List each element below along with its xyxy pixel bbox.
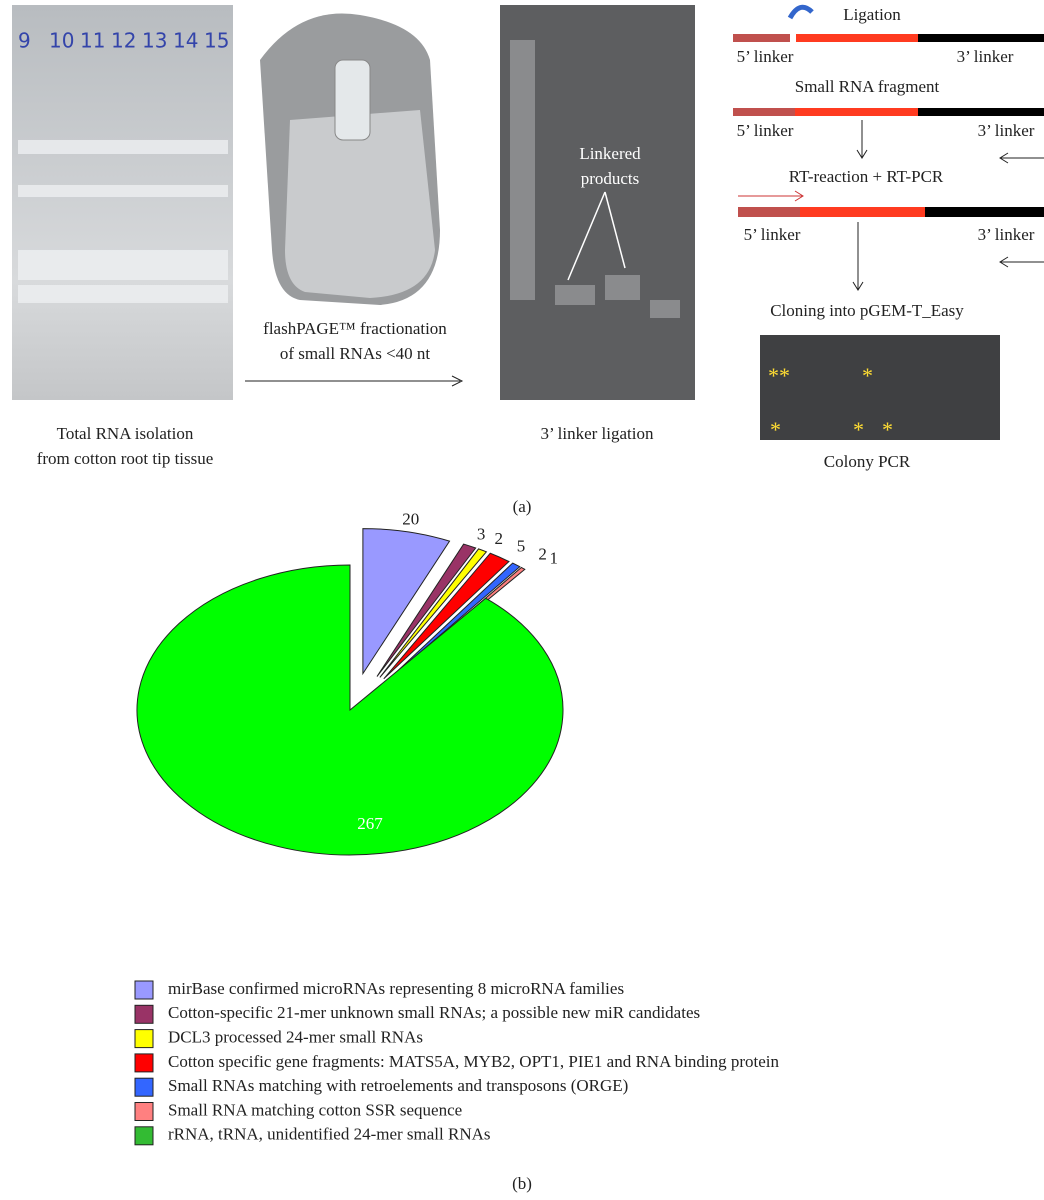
legend-label: rRNA, tRNA, unidentified 24-mer small RN… bbox=[168, 1125, 491, 1144]
svg-text:*: * bbox=[862, 363, 873, 388]
arrow-head bbox=[451, 375, 464, 387]
legend-swatch bbox=[134, 1053, 154, 1073]
label: Cloning into pGEM-T_Easy bbox=[770, 301, 964, 320]
data-label: 3 bbox=[477, 524, 486, 543]
svg-text:*: * bbox=[770, 417, 781, 442]
lane-label: 10 bbox=[49, 29, 74, 53]
lane-label: 12 bbox=[111, 29, 136, 53]
svg-text:*: * bbox=[853, 417, 864, 442]
label: Small RNA fragment bbox=[795, 77, 940, 96]
gel-bands bbox=[18, 140, 228, 303]
pie-slice bbox=[379, 548, 488, 678]
linker-diagram bbox=[733, 4, 1044, 291]
lane-label: 15 bbox=[204, 29, 229, 53]
caption: from cotton root tip tissue bbox=[37, 449, 214, 468]
asterisks: ** * * * * bbox=[768, 363, 893, 442]
colony-pcr-photo bbox=[760, 335, 1000, 440]
caption: Colony PCR bbox=[824, 452, 911, 471]
label: RT-reaction + RT-PCR bbox=[789, 167, 944, 186]
label: Linkered bbox=[579, 144, 641, 163]
panel-label: (a) bbox=[513, 497, 532, 516]
data-label: 2 bbox=[538, 545, 547, 564]
caption: of small RNAs <40 nt bbox=[280, 344, 431, 363]
lane-label: 11 bbox=[80, 29, 105, 53]
label: 3’ linker bbox=[957, 47, 1014, 66]
caption: Total RNA isolation bbox=[57, 424, 194, 443]
lane-label: 14 bbox=[173, 29, 198, 53]
label: 3’ linker bbox=[978, 225, 1035, 244]
svg-text:*: * bbox=[882, 417, 893, 442]
svg-text:**: ** bbox=[768, 363, 790, 388]
pointer bbox=[567, 191, 626, 281]
label: products bbox=[581, 169, 640, 188]
data-label: 5 bbox=[517, 536, 526, 555]
legend-label: Cotton-specific 21-mer unknown small RNA… bbox=[168, 1003, 700, 1022]
lane-label: 9 bbox=[18, 29, 31, 53]
gel-photo bbox=[12, 5, 233, 400]
caption: 3’ linker ligation bbox=[541, 424, 654, 443]
legend-label: Cotton specific gene fragments: MATS5A, … bbox=[168, 1052, 780, 1071]
data-label: 20 bbox=[402, 509, 419, 528]
label: 3’ linker bbox=[978, 121, 1035, 140]
caption: flashPAGE™ fractionation bbox=[263, 319, 447, 338]
pie-slice bbox=[383, 552, 510, 680]
device-photo bbox=[260, 13, 440, 305]
gel-bands bbox=[510, 40, 680, 318]
pie-slice bbox=[136, 564, 564, 856]
legend-swatch bbox=[134, 980, 154, 1000]
label: Ligation bbox=[843, 5, 901, 24]
legend-swatch bbox=[134, 1102, 154, 1121]
label: 5’ linker bbox=[744, 225, 801, 244]
data-label: 2 bbox=[494, 529, 503, 548]
legend-label: Small RNA matching cotton SSR sequence bbox=[168, 1100, 462, 1119]
data-label: 1 bbox=[550, 548, 559, 567]
panel-label: (b) bbox=[512, 1174, 532, 1193]
legend-swatch bbox=[134, 1077, 154, 1097]
pie-slice bbox=[376, 543, 477, 677]
label: 5’ linker bbox=[737, 121, 794, 140]
legend-swatch bbox=[134, 1004, 154, 1024]
label: 5’ linker bbox=[737, 47, 794, 66]
legend-swatch bbox=[134, 1029, 154, 1049]
legend-label: mirBase confirmed microRNAs representing… bbox=[168, 979, 624, 998]
lane-label: 13 bbox=[142, 29, 167, 53]
data-label: 267 bbox=[357, 814, 383, 833]
legend-label: Small RNAs matching with retroelements a… bbox=[168, 1076, 628, 1095]
legend-label: DCL3 processed 24-mer small RNAs bbox=[168, 1028, 423, 1047]
legend-swatch bbox=[134, 1126, 154, 1146]
pie-slice bbox=[362, 528, 451, 676]
pie-slice bbox=[387, 562, 521, 681]
